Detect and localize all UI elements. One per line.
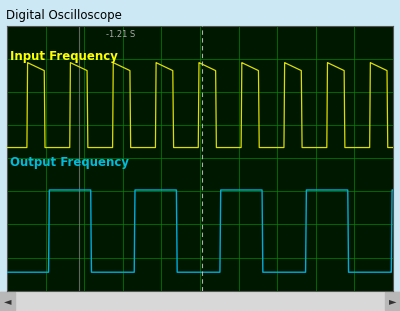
Bar [385, 292, 400, 310]
Text: ◄: ◄ [4, 296, 11, 306]
Text: Digital Oscilloscope: Digital Oscilloscope [6, 9, 122, 22]
Text: ►: ► [389, 296, 396, 306]
Bar [0, 292, 15, 310]
Text: Output Frequency: Output Frequency [10, 156, 129, 169]
Text: -1.21 S: -1.21 S [106, 30, 135, 39]
Text: Input Frequency: Input Frequency [10, 50, 118, 63]
